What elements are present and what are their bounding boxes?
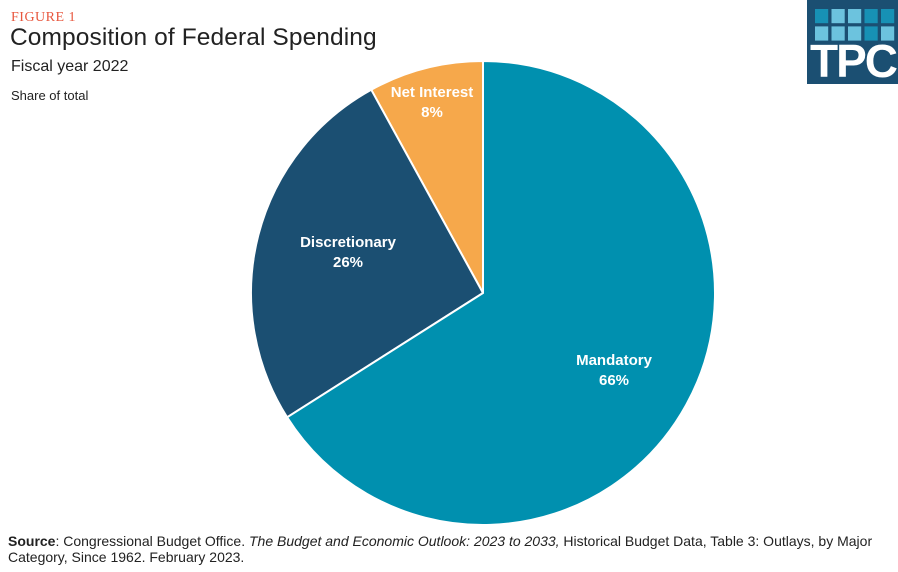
svg-text:TPC: TPC xyxy=(810,35,897,84)
